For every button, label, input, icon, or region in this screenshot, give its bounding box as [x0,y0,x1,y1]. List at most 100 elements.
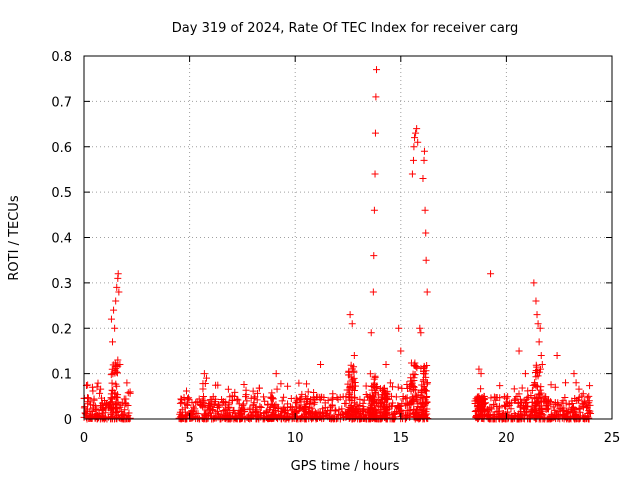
data-point [99,405,107,413]
data-point [235,400,243,408]
x-tick-label: 0 [80,431,88,446]
data-point [362,382,370,390]
data-point [419,407,427,415]
data-point [295,379,303,387]
data-point [298,412,306,420]
data-point [535,390,543,398]
x-tick-label: 5 [185,431,193,446]
data-point [305,404,313,412]
data-point [272,401,280,409]
data-point [249,387,257,395]
data-point [518,398,526,406]
data-point [420,363,428,371]
data-point [546,414,554,422]
x-tick-label: 20 [498,431,515,446]
data-point [242,393,250,401]
data-point [553,411,561,419]
data-point [422,373,430,381]
data-point [280,403,288,411]
data-point [345,367,353,375]
data-point [184,395,192,403]
data-point [576,408,584,416]
data-point [367,329,375,337]
data-point [236,407,244,415]
data-point [521,370,529,378]
data-point [321,404,329,412]
data-point [559,412,567,419]
data-point [261,397,269,405]
data-point [110,405,118,413]
data-point [108,398,116,406]
x-axis-label: GPS time / hours [291,459,400,474]
data-point [339,393,347,401]
data-point [383,394,391,402]
x-tick-label: 10 [287,431,304,446]
data-point [488,405,496,413]
data-point [214,381,222,389]
data-point [295,403,303,411]
data-point [114,398,122,406]
data-point [180,393,188,401]
data-point [388,414,396,422]
data-point [355,405,363,413]
data-point [389,399,397,407]
data-point [287,403,295,411]
tick-layer: 0 0.1 0.2 0.3 0.4 0.5 0.6 0.7 0.8 0 5 10 15 20 25 [51,50,620,446]
data-point [193,398,201,406]
data-point [411,392,419,400]
data-point [202,374,210,382]
data-point [572,379,580,387]
y-tick-label: 0 [64,413,72,428]
data-point [109,370,117,378]
data-point [199,393,207,401]
data-point [373,66,381,74]
data-point [218,395,226,403]
data-point [542,406,550,414]
points-layer [80,66,595,423]
data-point [561,393,569,401]
data-point [254,389,262,397]
data-point [293,407,301,415]
data-point [88,383,96,391]
data-point [112,297,120,305]
data-point [110,306,118,314]
data-point [585,392,593,400]
data-point [89,401,97,409]
data-point [422,256,430,264]
data-point [96,389,104,397]
data-point [565,401,573,409]
data-point [92,410,100,418]
data-point [250,394,258,402]
data-point [347,373,355,381]
data-point [472,411,480,419]
data-point [184,401,192,409]
data-point [123,379,131,387]
data-point [369,288,377,296]
data-point [532,382,540,390]
data-point [201,380,209,388]
data-point [111,324,119,332]
data-point [109,338,117,346]
y-tick-label: 0.7 [51,95,72,110]
data-point [492,394,500,402]
data-point [231,388,239,396]
data-point [99,407,107,415]
data-point [206,406,214,414]
data-point [570,403,578,411]
data-point [107,410,115,418]
data-point [224,404,232,412]
data-point [338,405,346,413]
data-point [412,129,420,137]
data-point [114,270,122,278]
data-point [107,315,115,323]
data-point [86,414,94,422]
data-point [186,414,194,422]
data-point [380,385,388,393]
data-point [371,129,379,137]
data-point [88,407,96,415]
data-point [263,407,271,415]
data-point [342,399,350,407]
data-point [370,206,378,214]
data-point [537,410,545,418]
